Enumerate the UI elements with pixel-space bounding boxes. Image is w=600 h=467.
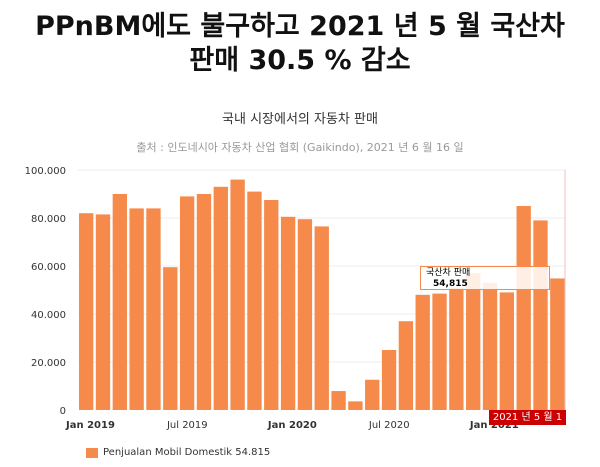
bar[interactable] (550, 278, 565, 410)
y-tick-label: 20.000 (31, 358, 66, 369)
chart-title: 국내 시장에서의 자동차 판매 (222, 112, 378, 127)
y-tick-label: 60.000 (31, 262, 66, 273)
bar[interactable] (163, 267, 178, 410)
bar[interactable] (179, 196, 195, 410)
tooltip-value: 54,815 (433, 279, 468, 289)
bar[interactable] (196, 194, 212, 410)
bar[interactable] (415, 294, 430, 410)
y-tick-label: 0 (60, 406, 66, 417)
x-tick-label: Jan 2020 (267, 420, 317, 431)
bar[interactable] (280, 216, 296, 410)
bar[interactable] (449, 287, 464, 410)
bar[interactable] (381, 350, 397, 410)
bar[interactable] (247, 191, 262, 410)
tooltip: 국산차 판매 54,815 (420, 266, 550, 290)
bar[interactable] (533, 220, 548, 410)
headline: PPnBM에도 불구하고 2021 년 5 월 국산차 판매 30.5 % 감소 (0, 10, 600, 78)
headline-line2: 판매 30.5 % 감소 (189, 45, 411, 76)
crosshair-date-label: 2021 년 5 월 1 (489, 410, 566, 425)
bar[interactable] (264, 200, 279, 410)
bar[interactable] (432, 293, 447, 410)
bar[interactable] (499, 292, 515, 410)
bar[interactable] (297, 219, 313, 410)
bar[interactable] (314, 226, 329, 410)
y-tick-label: 80.000 (31, 214, 66, 225)
x-tick-label: Jul 2019 (166, 420, 208, 431)
chart-subtitle: 출처 : 인도네시아 자동차 산업 협회 (Gaikindo), 2021 년 … (136, 141, 464, 154)
bar[interactable] (348, 401, 363, 410)
x-tick-label: Jul 2020 (368, 420, 410, 431)
x-tick-label: Jan 2019 (65, 420, 115, 431)
bar[interactable] (516, 206, 531, 410)
bar[interactable] (331, 391, 346, 410)
bar[interactable] (79, 213, 94, 410)
x-tick-label: Jan 2021 (469, 420, 519, 431)
y-tick-label: 40.000 (31, 310, 66, 321)
tooltip-label: 국산차 판매 (426, 268, 471, 278)
bar[interactable] (398, 321, 414, 410)
bar[interactable] (365, 379, 380, 410)
y-tick-label: 100.000 (25, 166, 66, 177)
legend-swatch (86, 447, 98, 458)
legend-item[interactable]: Penjualan Mobil Domestik 54.815 (86, 447, 270, 458)
bar[interactable] (146, 208, 161, 410)
legend-label: Penjualan Mobil Domestik 54.815 (103, 447, 271, 458)
bar[interactable] (482, 282, 498, 410)
headline-line1: PPnBM에도 불구하고 2021 년 5 월 국산차 (35, 11, 565, 42)
bar[interactable] (466, 273, 481, 410)
bar[interactable] (213, 186, 228, 410)
bar[interactable] (129, 208, 144, 410)
bar[interactable] (112, 194, 127, 410)
bar[interactable] (230, 179, 245, 410)
bar[interactable] (95, 214, 111, 410)
